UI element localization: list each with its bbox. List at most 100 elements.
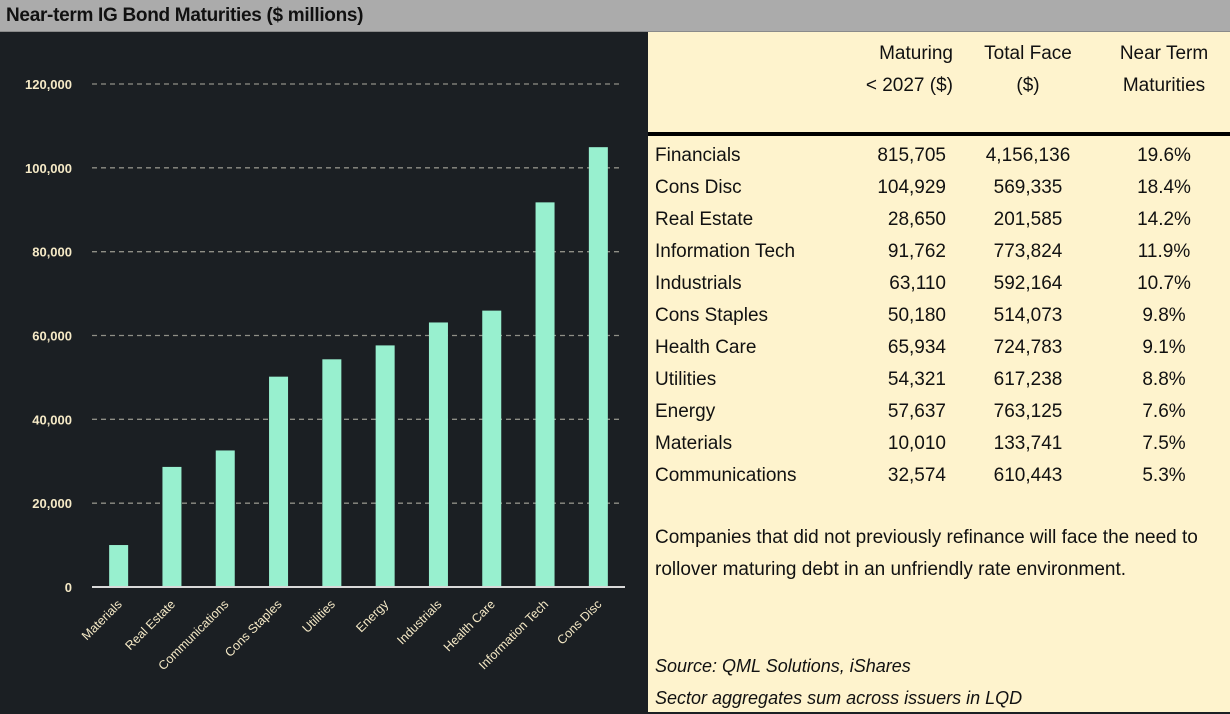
chart-title: Near-term IG Bond Maturities ($ millions… [6,5,364,26]
x-tick-label: Utilities [300,597,338,635]
header-near-term: Near Term Maturities [1098,32,1230,136]
x-tick-label: Energy [353,597,391,635]
sector-cell: Financials [655,145,741,166]
y-tick-label: 0 [65,580,72,595]
maturing-cell: 815,705 [877,145,946,166]
total-face-cell: 724,783 [993,337,1063,358]
maturing-cell: 28,650 [887,209,946,230]
maturing-cell: 91,762 [887,241,946,262]
table-row: Health Care 65,934 724,783 9.1% [648,332,1230,364]
y-tick-label: 80,000 [32,245,72,260]
near-term-cell: 7.6% [1142,401,1186,422]
x-tick-label: Industrials [394,597,444,647]
bar [428,322,448,587]
table-row: Industrials 63,110 592,164 10.7% [648,268,1230,300]
x-tick-label: Materials [79,597,125,643]
near-term-cell: 5.3% [1142,465,1186,486]
sector-cell: Information Tech [655,241,796,262]
maturing-cell: 63,110 [889,273,946,294]
x-tick-label: Real Estate [122,597,178,653]
header-sector [648,32,853,136]
total-face-cell: 201,585 [993,209,1063,230]
source-line: Source: QML Solutions, iShares [655,656,911,676]
source-line: Sector aggregates sum across issuers in … [655,688,1023,708]
header-maturing: Maturing < 2027 ($) [853,32,958,136]
bar [482,310,502,587]
maturing-cell: 32,574 [887,465,946,486]
sector-cell: Cons Staples [655,305,769,326]
bar [109,545,129,587]
near-term-cell: 18.4% [1137,177,1191,198]
sector-cell: Health Care [655,337,757,358]
bar [215,450,235,587]
x-tick-label: Health Care [441,597,498,654]
x-tick-label: Cons Staples [222,597,284,659]
bar [375,345,395,587]
header-line: Near Term [1119,43,1209,64]
sector-cell: Utilities [655,369,717,390]
bar [269,376,289,587]
sector-cell: Real Estate [655,209,754,230]
table-row: Communications 32,574 610,443 5.3% [648,460,1230,492]
total-face-cell: 592,164 [993,273,1063,294]
header-line: Maturing [879,43,953,64]
header-total-face: Total Face ($) [958,32,1098,136]
bar [322,359,342,587]
table-row: Cons Disc 104,929 569,335 18.4% [648,172,1230,204]
header-line: ($) [1016,75,1040,96]
header-line: Maturities [1122,75,1206,96]
near-term-cell: 11.9% [1137,241,1191,262]
total-face-cell: 4,156,136 [985,145,1071,166]
near-term-cell: 7.5% [1142,433,1186,454]
total-face-cell: 514,073 [993,305,1063,326]
source-note: Source: QML Solutions, iShares Sector ag… [655,650,1022,714]
sector-cell: Industrials [655,273,742,294]
total-face-cell: 763,125 [993,401,1063,422]
table-row: Materials 10,010 133,741 7.5% [648,428,1230,460]
total-face-cell: 610,443 [993,465,1063,486]
sector-cell: Materials [655,433,733,454]
maturing-cell: 57,637 [887,401,946,422]
maturing-cell: 50,180 [887,305,946,326]
sector-cell: Energy [655,401,716,422]
data-panel: Maturing < 2027 ($) Total Face ($) Near Te… [648,32,1230,712]
sector-cell: Cons Disc [655,177,742,198]
maturing-cell: 54,321 [887,369,946,390]
near-term-cell: 14.2% [1137,209,1191,230]
y-tick-label: 20,000 [32,496,72,511]
table-row: Information Tech 91,762 773,824 11.9% [648,236,1230,268]
maturing-cell: 104,929 [877,177,946,198]
near-term-cell: 10.7% [1137,273,1191,294]
chart-svg: 0 20,000 40,000 60,000 80,000 100,000 120,000 M… [25,77,625,673]
table-row: Cons Staples 50,180 514,073 9.8% [648,300,1230,332]
table-row: Real Estate 28,650 201,585 14.2% [648,204,1230,236]
total-face-cell: 773,824 [993,241,1063,262]
near-term-cell: 19.6% [1137,145,1191,166]
total-face-cell: 617,238 [993,369,1063,390]
table-row: Financials 815,705 4,156,136 19.6% [648,134,1230,172]
commentary-note: Companies that did not previously refina… [655,527,1198,580]
sector-cell: Communications [655,465,797,486]
table-row: Energy 57,637 763,125 7.6% [648,396,1230,428]
near-term-cell: 8.8% [1142,369,1186,390]
maturing-cell: 65,934 [887,337,946,358]
y-tick-label: 100,000 [25,161,72,176]
total-face-cell: 133,741 [993,433,1063,454]
maturing-cell: 10,010 [887,433,946,454]
header-line: Total Face [984,43,1072,64]
bar-chart: 0 20,000 40,000 60,000 80,000 100,000 120,000 M… [0,32,648,712]
bar [535,202,555,587]
title-bar: Near-term IG Bond Maturities ($ millions… [0,0,1230,32]
header-line: < 2027 ($) [865,75,953,96]
maturities-table: Maturing < 2027 ($) Total Face ($) Near Te… [648,32,1230,492]
near-term-cell: 9.1% [1142,337,1186,358]
bar [162,466,182,587]
near-term-cell: 9.8% [1142,305,1186,326]
y-tick-label: 120,000 [25,77,72,92]
total-face-cell: 569,335 [993,177,1063,198]
table-row: Utilities 54,321 617,238 8.8% [648,364,1230,396]
y-tick-label: 60,000 [32,329,72,344]
y-tick-label: 40,000 [32,412,72,427]
table-header-row: Maturing < 2027 ($) Total Face ($) Near Te… [648,32,1230,136]
bar [588,147,608,587]
